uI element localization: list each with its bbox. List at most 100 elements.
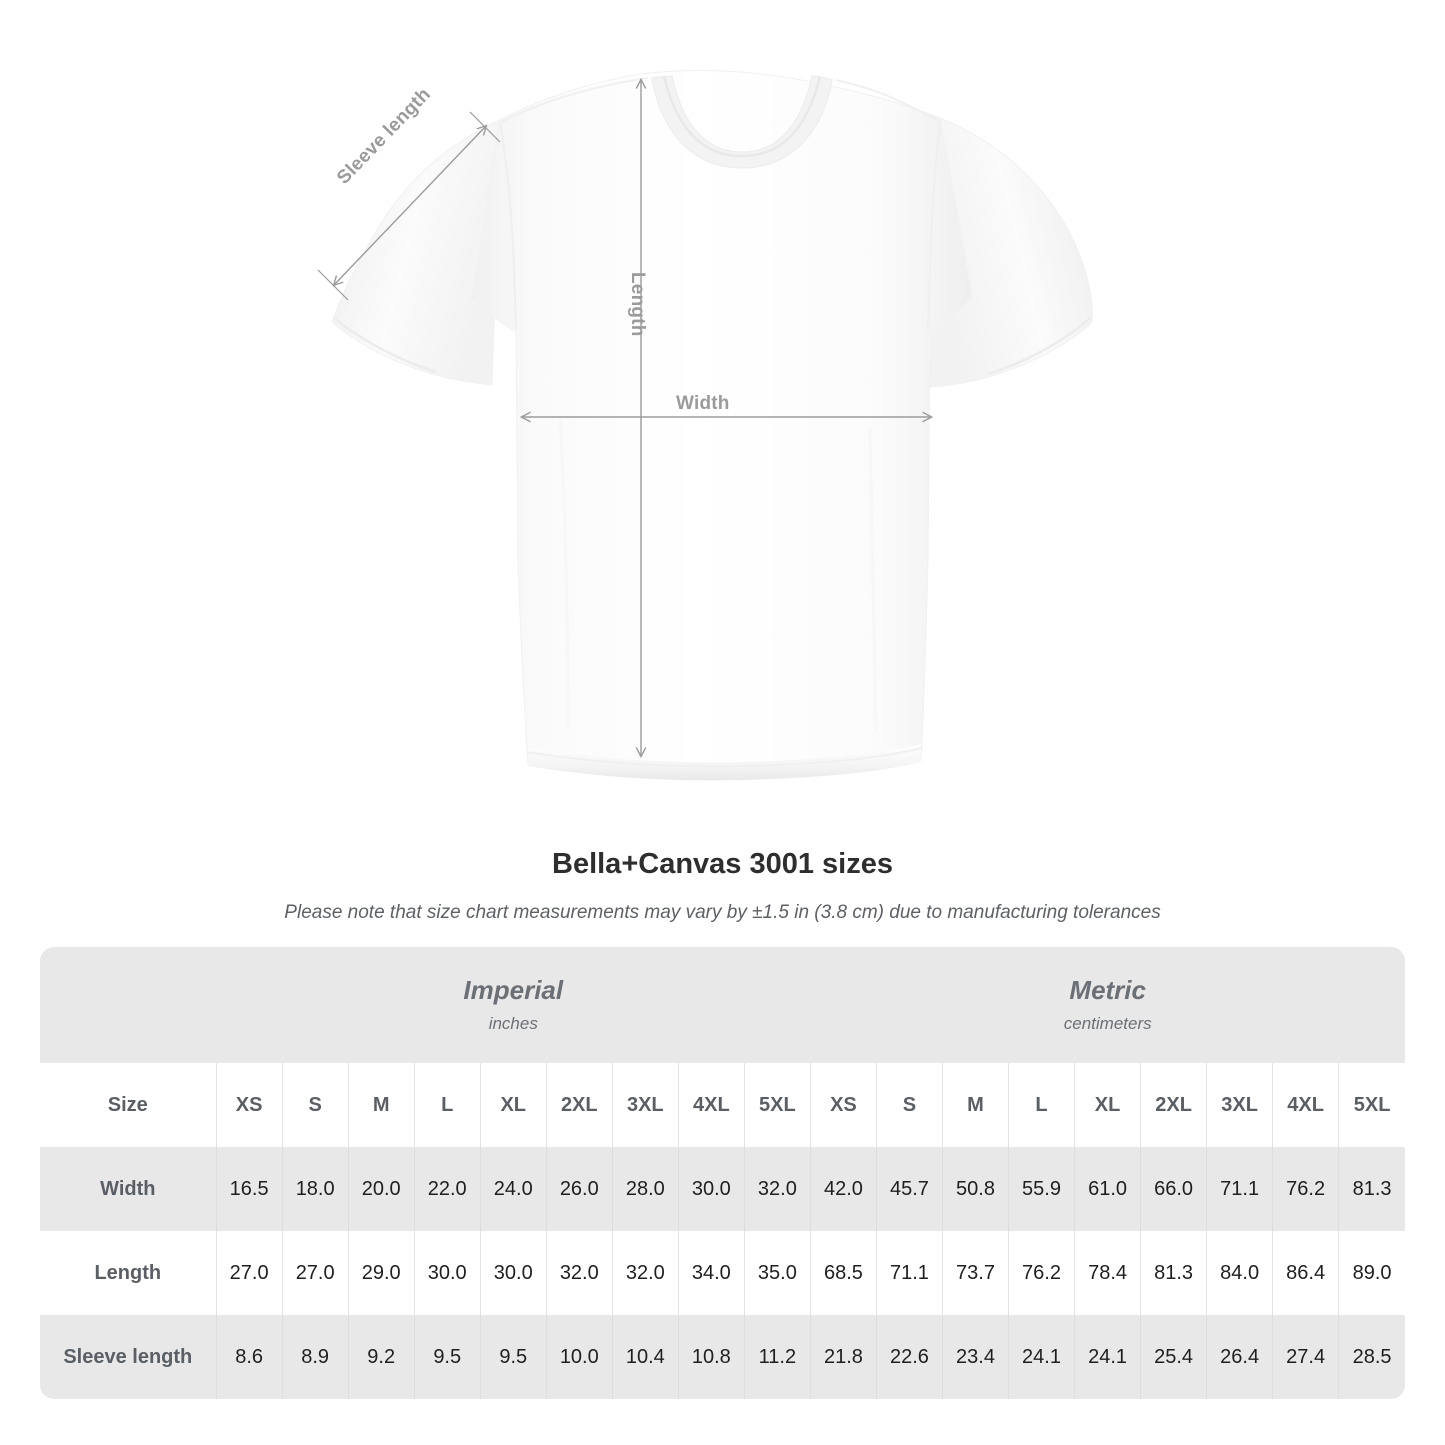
unit-group-imperial-name: Imperial [463,975,564,1005]
cell-sleeve-s-cm: 22.6 [875,1315,943,1399]
cell-width-s-in: 18.0 [281,1147,349,1231]
cell-length-5xl-in: 35.0 [743,1231,811,1315]
unit-group-metric: Metric centimeters [810,947,1405,1063]
cell-sleeve-3xl-cm: 26.4 [1206,1315,1273,1399]
cell-width-xl-cm: 61.0 [1074,1147,1141,1231]
cell-sleeve-5xl-cm: 28.5 [1338,1315,1405,1399]
cell-sleeve-m-in: 9.2 [347,1315,415,1399]
cell-length-2xl-in: 32.0 [545,1231,613,1315]
cell-sleeve-xl-in: 9.5 [479,1315,547,1399]
cell-width-2xl-cm: 66.0 [1140,1147,1207,1231]
title-block: Bella+Canvas 3001 sizes Please note that… [0,845,1445,925]
row-label-width: Width [40,1147,217,1231]
size-col-5xl-metric: 5XL [1338,1063,1405,1147]
cell-width-xs-in: 16.5 [215,1147,283,1231]
cell-width-4xl-in: 30.0 [677,1147,745,1231]
cell-sleeve-4xl-cm: 27.4 [1272,1315,1339,1399]
size-col-m-metric: M [941,1063,1009,1147]
cell-sleeve-l-in: 9.5 [413,1315,481,1399]
cell-length-5xl-cm: 89.0 [1338,1231,1405,1315]
shirt-body [471,70,973,779]
width-label: Width [676,393,730,414]
fabric-fold [558,419,570,727]
size-chart-table-wrapper: Imperial inches Metric centimeters Size … [40,947,1405,1399]
neckline-inner [662,75,822,158]
size-col-s-imperial: S [281,1063,349,1147]
right-shoulder-seam [835,79,939,121]
cell-width-xl-in: 24.0 [479,1147,547,1231]
hem-stitch-line [525,747,923,768]
cell-length-4xl-in: 34.0 [677,1231,745,1315]
size-col-xs-metric: XS [809,1063,877,1147]
fabric-fold [868,429,878,731]
cell-width-3xl-in: 28.0 [611,1147,679,1231]
size-col-2xl-metric: 2XL [1140,1063,1207,1147]
left-armhole-seam [499,123,517,331]
cell-width-m-cm: 50.8 [941,1147,1009,1231]
table-row-width: Width 16.5 18.0 20.0 22.0 24.0 26.0 28.0… [40,1147,1405,1231]
cell-sleeve-s-in: 8.9 [281,1315,349,1399]
right-armhole-seam [927,121,941,331]
unit-group-row: Imperial inches Metric centimeters [40,947,1405,1063]
cell-sleeve-4xl-in: 10.8 [677,1315,745,1399]
cell-length-3xl-in: 32.0 [611,1231,679,1315]
cell-length-s-cm: 71.1 [875,1231,943,1315]
cell-sleeve-xl-cm: 24.1 [1074,1315,1141,1399]
cell-width-s-cm: 45.7 [875,1147,943,1231]
page-title: Bella+Canvas 3001 sizes [552,848,893,880]
cell-length-xs-cm: 68.5 [809,1231,877,1315]
cell-sleeve-2xl-cm: 25.4 [1140,1315,1207,1399]
size-col-l-imperial: L [413,1063,481,1147]
unit-group-imperial-sub: inches [488,1014,538,1033]
size-col-m-imperial: M [347,1063,415,1147]
cell-sleeve-m-cm: 23.4 [941,1315,1009,1399]
cell-width-3xl-cm: 71.1 [1206,1147,1273,1231]
cell-sleeve-2xl-in: 10.0 [545,1315,613,1399]
left-sleeve-hem [333,317,437,374]
cell-sleeve-3xl-in: 10.4 [611,1315,679,1399]
cell-width-xs-cm: 42.0 [809,1147,877,1231]
table-row-sleeve-length: Sleeve length 8.6 8.9 9.2 9.5 9.5 10.0 1… [40,1315,1405,1399]
cell-length-xl-cm: 78.4 [1074,1231,1141,1315]
cell-sleeve-xs-cm: 21.8 [809,1315,877,1399]
cell-width-m-in: 20.0 [347,1147,415,1231]
row-label-length: Length [40,1231,217,1315]
cell-length-2xl-cm: 81.3 [1140,1231,1207,1315]
size-col-2xl-imperial: 2XL [545,1063,613,1147]
cell-length-3xl-cm: 84.0 [1206,1231,1273,1315]
size-col-xl-imperial: XL [479,1063,547,1147]
cell-length-4xl-cm: 86.4 [1272,1231,1339,1315]
size-col-l-metric: L [1007,1063,1075,1147]
size-header-row: Size XS S M L XL 2XL 3XL 4XL 5XL XS S M … [40,1063,1405,1147]
size-col-xs-imperial: XS [215,1063,283,1147]
unit-band-spacer [40,947,217,1063]
cell-width-l-cm: 55.9 [1007,1147,1075,1231]
size-col-xl-metric: XL [1074,1063,1141,1147]
cell-length-l-in: 30.0 [413,1231,481,1315]
cell-length-l-cm: 76.2 [1007,1231,1075,1315]
cell-sleeve-l-cm: 24.1 [1007,1315,1075,1399]
cell-length-m-cm: 73.7 [941,1231,1009,1315]
unit-group-metric-sub: centimeters [1063,1014,1152,1033]
cell-width-5xl-cm: 81.3 [1338,1147,1405,1231]
t-shirt-illustration [317,70,1093,781]
cell-length-s-in: 27.0 [281,1231,349,1315]
cell-width-5xl-in: 32.0 [743,1147,811,1231]
cell-sleeve-xs-in: 8.6 [215,1315,283,1399]
length-label: Length [627,272,648,337]
left-shoulder-seam [501,77,649,123]
size-col-3xl-metric: 3XL [1206,1063,1273,1147]
sleeve-tick-bottom [317,269,349,301]
size-col-4xl-metric: 4XL [1272,1063,1339,1147]
size-col-5xl-imperial: 5XL [743,1063,811,1147]
garment-diagram: Sleeve length Length Width [317,70,1093,781]
sleeve-tick-top [469,111,501,143]
bottom-hem [528,744,921,781]
cell-width-l-in: 22.0 [413,1147,481,1231]
cell-length-m-in: 29.0 [347,1231,415,1315]
right-sleeve-hem [987,317,1091,376]
sleeve-dimension-arrow [334,126,486,285]
right-sleeve [929,117,1093,388]
unit-group-imperial: Imperial inches [216,947,811,1063]
table-row-length: Length 27.0 27.0 29.0 30.0 30.0 32.0 32.… [40,1231,1405,1315]
